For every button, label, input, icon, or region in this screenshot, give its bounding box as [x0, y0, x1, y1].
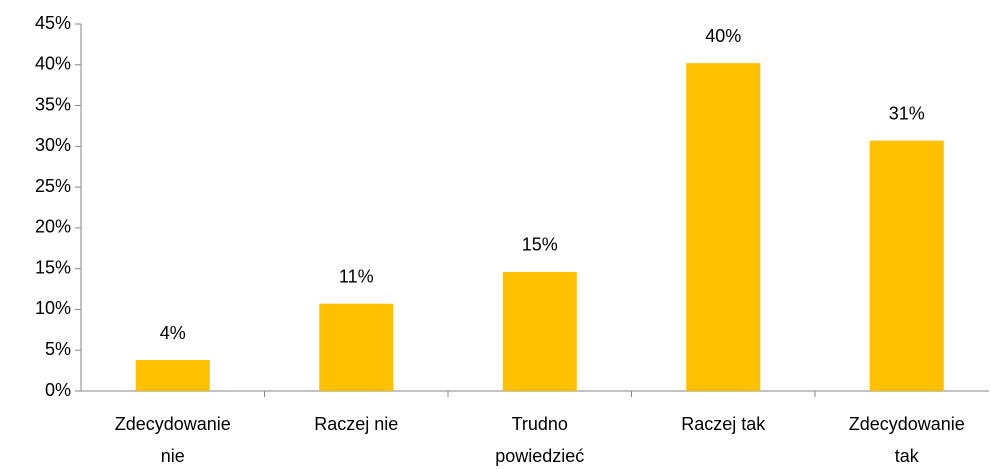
- y-tick-label: 0%: [45, 380, 71, 400]
- bar: [135, 360, 210, 391]
- data-label: 11%: [339, 266, 374, 286]
- x-tick-label: Raczej tak: [681, 414, 766, 434]
- data-label: 31%: [889, 103, 925, 123]
- data-label: 40%: [705, 26, 741, 46]
- bar: [502, 271, 577, 391]
- y-tick-label: 30%: [35, 135, 71, 155]
- y-tick-label: 45%: [35, 13, 71, 33]
- x-tick-label: Zdecydowanie tak: [849, 414, 965, 466]
- y-tick-label: 25%: [35, 176, 71, 196]
- x-tick-label: Trudno powiedzieć: [495, 414, 584, 466]
- x-tick-label: Raczej nie: [314, 414, 398, 434]
- y-tick-label: 10%: [35, 298, 71, 318]
- y-tick-label: 40%: [35, 54, 71, 74]
- y-tick-label: 5%: [45, 339, 71, 359]
- bar: [869, 140, 944, 391]
- bar: [319, 303, 394, 391]
- bar: [686, 63, 761, 391]
- y-tick-label: 20%: [35, 217, 71, 237]
- x-tick-label: Zdecydowanie nie: [115, 414, 231, 466]
- y-tick-label: 35%: [35, 94, 71, 114]
- data-label: 4%: [160, 323, 186, 343]
- y-tick-label: 15%: [35, 257, 71, 277]
- data-label: 15%: [522, 235, 558, 255]
